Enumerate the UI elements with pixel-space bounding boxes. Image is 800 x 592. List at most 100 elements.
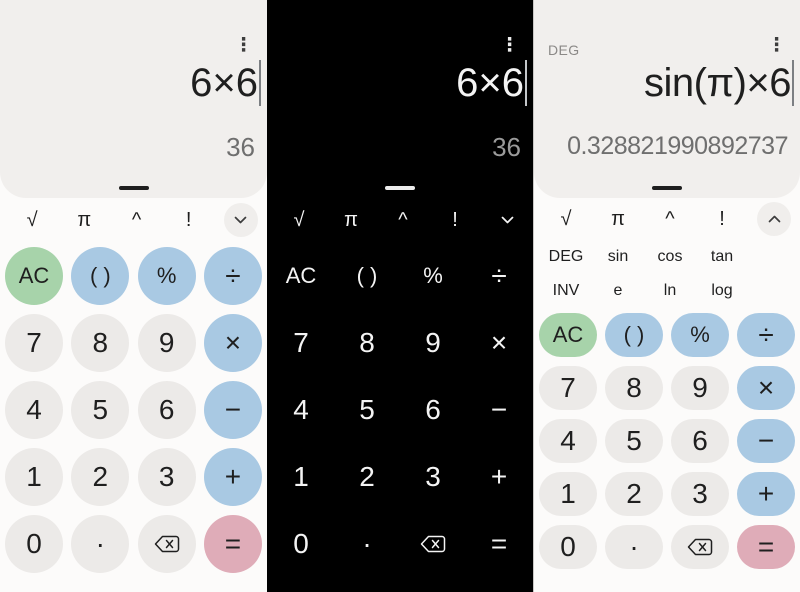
key-parentheses[interactable]: ( )	[605, 312, 663, 357]
key-parentheses[interactable]: ( )	[338, 247, 396, 305]
key-ln[interactable]: ln	[644, 274, 696, 308]
key-power[interactable]: ^	[377, 209, 429, 232]
key-subtract[interactable]: −	[470, 381, 528, 439]
key-sin[interactable]: sin	[592, 240, 644, 274]
key-9[interactable]: 9	[137, 313, 196, 372]
kebab-menu-icon[interactable]: ⋮	[495, 34, 524, 57]
key-log[interactable]: log	[696, 274, 748, 308]
keypad: AC ( ) % ÷ 7 8 9 × 4 5 6 − 1 2 3 + 0 ·	[267, 242, 533, 577]
key-add[interactable]: +	[470, 448, 528, 506]
key-4[interactable]: 4	[272, 381, 330, 439]
key-7[interactable]: 7	[272, 314, 330, 372]
key-divide[interactable]: ÷	[470, 247, 528, 305]
drag-handle[interactable]	[385, 186, 415, 190]
key-expand-toggle[interactable]	[223, 203, 258, 237]
key-6[interactable]: 6	[404, 381, 462, 439]
kebab-menu-icon[interactable]: ⋮	[762, 34, 791, 57]
key-2[interactable]: 2	[338, 448, 396, 506]
expression-text[interactable]: 6×6	[190, 61, 258, 105]
key-subtract[interactable]: −	[203, 380, 262, 439]
key-parentheses[interactable]: ( )	[71, 246, 130, 305]
key-2[interactable]: 2	[605, 471, 663, 516]
key-percent[interactable]: %	[137, 246, 196, 305]
key-power[interactable]: ^	[644, 208, 696, 231]
key-0[interactable]: 0	[539, 524, 597, 569]
key-multiply[interactable]: ×	[203, 313, 262, 372]
key-decimal[interactable]: ·	[338, 515, 396, 573]
key-divide[interactable]: ÷	[737, 312, 795, 357]
key-decimal[interactable]: ·	[605, 524, 663, 569]
key-1[interactable]: 1	[5, 447, 63, 506]
key-sqrt[interactable]: √	[540, 208, 592, 231]
key-equals[interactable]: =	[203, 514, 262, 573]
key-inv[interactable]: INV	[540, 274, 592, 308]
key-3[interactable]: 3	[671, 471, 729, 516]
key-percent[interactable]: %	[404, 247, 462, 305]
key-6[interactable]: 6	[137, 380, 196, 439]
trig-row: DEG sin cos tan	[534, 240, 800, 274]
key-cos[interactable]: cos	[644, 240, 696, 274]
key-factorial[interactable]: !	[163, 209, 215, 232]
key-5[interactable]: 5	[338, 381, 396, 439]
drag-handle[interactable]	[118, 186, 149, 190]
kebab-menu-icon[interactable]: ⋮	[229, 34, 258, 57]
key-expand-toggle[interactable]	[490, 203, 524, 237]
key-sqrt[interactable]: √	[6, 209, 58, 232]
key-1[interactable]: 1	[272, 448, 330, 506]
key-multiply[interactable]: ×	[737, 365, 795, 410]
key-percent[interactable]: %	[671, 312, 729, 357]
key-pi[interactable]: π	[325, 209, 377, 232]
key-2[interactable]: 2	[71, 447, 130, 506]
key-collapse-toggle[interactable]	[757, 202, 791, 236]
key-ac[interactable]: AC	[539, 312, 597, 357]
key-subtract[interactable]: −	[737, 418, 795, 463]
key-deg-mode[interactable]: DEG	[540, 240, 592, 274]
key-pi[interactable]: π	[592, 208, 644, 231]
key-9[interactable]: 9	[671, 365, 729, 410]
key-4[interactable]: 4	[5, 380, 63, 439]
key-6[interactable]: 6	[671, 418, 729, 463]
key-factorial[interactable]: !	[696, 208, 748, 231]
result-text: 36	[492, 132, 521, 162]
key-5[interactable]: 5	[605, 418, 663, 463]
key-3[interactable]: 3	[404, 448, 462, 506]
display-area: DEG ⋮ sin(π)×6 0.328821990892737	[534, 0, 800, 198]
key-4[interactable]: 4	[539, 418, 597, 463]
key-add[interactable]: +	[203, 447, 262, 506]
key-backspace[interactable]	[137, 514, 196, 573]
key-backspace[interactable]	[404, 515, 462, 573]
key-0[interactable]: 0	[272, 515, 330, 573]
calculator-panel-dark-basic: ⋮ 6×6 36 √ π ^ ! AC ( ) % ÷ 7 8 9 ×	[267, 0, 533, 592]
keypad-row: AC ( ) % ÷	[272, 242, 528, 309]
key-ac[interactable]: AC	[272, 247, 330, 305]
key-1[interactable]: 1	[539, 471, 597, 516]
expression-text[interactable]: 6×6	[456, 61, 524, 105]
key-ac[interactable]: AC	[5, 246, 63, 305]
key-8[interactable]: 8	[605, 365, 663, 410]
key-9[interactable]: 9	[404, 314, 462, 372]
key-3[interactable]: 3	[137, 447, 196, 506]
key-8[interactable]: 8	[338, 314, 396, 372]
key-pi[interactable]: π	[58, 209, 110, 232]
key-8[interactable]: 8	[71, 313, 130, 372]
key-0[interactable]: 0	[5, 514, 63, 573]
key-multiply[interactable]: ×	[470, 314, 528, 372]
key-7[interactable]: 7	[539, 365, 597, 410]
drag-handle[interactable]	[652, 186, 682, 190]
key-add[interactable]: +	[737, 471, 795, 516]
chevron-up-icon	[768, 215, 780, 223]
key-factorial[interactable]: !	[429, 209, 481, 232]
key-tan[interactable]: tan	[696, 240, 748, 274]
key-backspace[interactable]	[671, 524, 729, 569]
expression-text[interactable]: sin(π)×6	[644, 61, 791, 105]
keypad-row: 0 · =	[272, 510, 528, 577]
key-decimal[interactable]: ·	[71, 514, 130, 573]
key-equals[interactable]: =	[737, 524, 795, 569]
key-5[interactable]: 5	[71, 380, 130, 439]
key-power[interactable]: ^	[110, 209, 162, 232]
key-e[interactable]: e	[592, 274, 644, 308]
key-divide[interactable]: ÷	[203, 246, 262, 305]
key-7[interactable]: 7	[5, 313, 63, 372]
key-sqrt[interactable]: √	[273, 209, 325, 232]
key-equals[interactable]: =	[470, 515, 528, 573]
